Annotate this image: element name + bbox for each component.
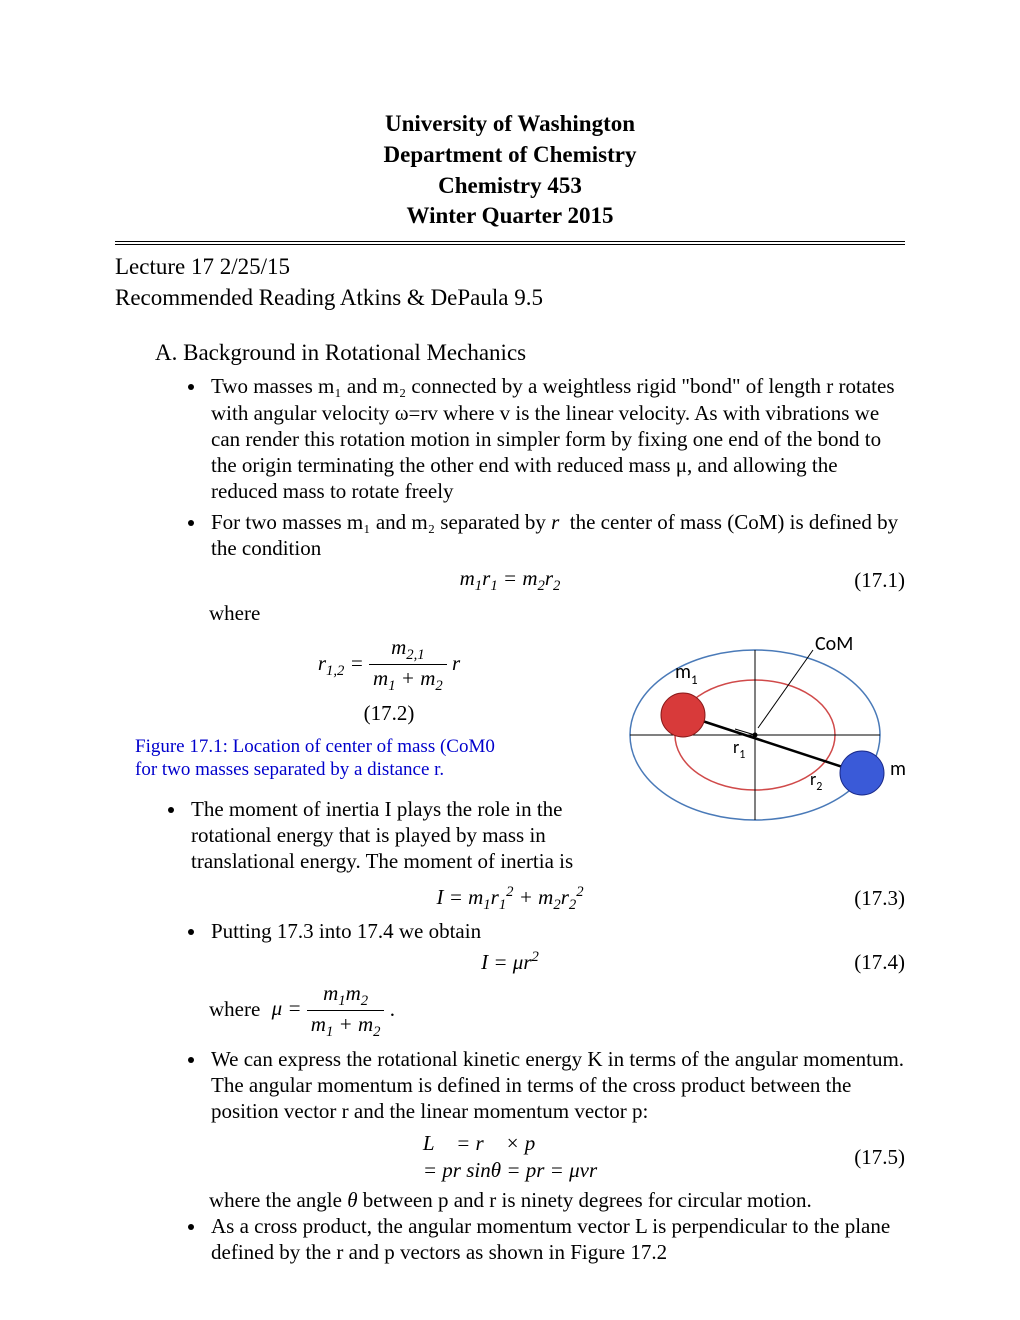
- bullet-1: Two masses m₁ and m₂ connected by a weig…: [207, 373, 905, 504]
- bullet-3: The moment of inertia I plays the role i…: [187, 796, 603, 875]
- bullet-5: We can express the rotational kinetic en…: [207, 1046, 905, 1125]
- eq-num-3: (17.3): [854, 885, 905, 911]
- equation-17-3: I = m1r12 + m2r22 (17.3): [115, 883, 905, 915]
- two-column-region: r1,2 = m2,1 m1 + m2 r (17.2) Figure 17.1…: [115, 630, 905, 879]
- bullet-list-4: Putting 17.3 into 17.4 we obtain: [183, 918, 905, 944]
- svg-text:m2: m2: [890, 757, 905, 785]
- left-column: r1,2 = m2,1 m1 + m2 r (17.2) Figure 17.1…: [115, 630, 603, 879]
- bullet-list-mid: The moment of inertia I plays the role i…: [163, 796, 603, 875]
- header-line-3: Chemistry 453: [115, 172, 905, 201]
- eq-num-1: (17.1): [854, 567, 905, 593]
- document-header: University of Washington Department of C…: [115, 110, 905, 231]
- eq-num-5: (17.5): [854, 1144, 905, 1170]
- diagram-column: CoM m1 m2 r1 r2: [615, 620, 905, 850]
- eq-num-4: (17.4): [854, 949, 905, 975]
- svg-text:m1: m1: [675, 660, 698, 688]
- reading-line: Recommended Reading Atkins & DePaula 9.5: [115, 284, 905, 313]
- bullet-2: For two masses m₁ and m₂ separated by r …: [207, 509, 905, 562]
- bullet-7: As a cross product, the angular momentum…: [207, 1213, 905, 1266]
- bullet-list-5: We can express the rotational kinetic en…: [183, 1046, 905, 1125]
- header-line-2: Department of Chemistry: [115, 141, 905, 170]
- eq-num-2: (17.2): [175, 700, 603, 726]
- header-rule-1: [115, 241, 905, 242]
- equation-17-2: r1,2 = m2,1 m1 + m2 r: [115, 634, 603, 696]
- header-line-1: University of Washington: [115, 110, 905, 139]
- where-mu: where μ = m1m2 m1 + m2 .: [209, 980, 905, 1042]
- header-rule-2: [115, 244, 905, 245]
- bullet-4: Putting 17.3 into 17.4 we obtain: [207, 918, 905, 944]
- figure-caption: Figure 17.1: Location of center of mass …: [135, 736, 515, 782]
- svg-text:CoM: CoM: [815, 632, 853, 656]
- header-line-4: Winter Quarter 2015: [115, 202, 905, 231]
- where-theta: where the angle θ between p and r is nin…: [209, 1187, 905, 1213]
- com-diagram: CoM m1 m2 r1 r2: [615, 620, 905, 850]
- bullet-list-7: As a cross product, the angular momentum…: [183, 1213, 905, 1266]
- svg-text:r2: r2: [810, 768, 822, 794]
- equation-17-1: m1r1 = m2r2 (17.1): [115, 565, 905, 596]
- equation-17-5: L⃗ = r⃗ × p⃗ = pr sinθ = pr = μvr (17.5): [115, 1130, 905, 1183]
- section-a-title: A. Background in Rotational Mechanics: [155, 339, 905, 368]
- svg-text:r1: r1: [733, 736, 745, 762]
- bullet-list-top: Two masses m₁ and m₂ connected by a weig…: [183, 373, 905, 561]
- lecture-line: Lecture 17 2/25/15: [115, 253, 905, 282]
- equation-17-4: I = μr2 (17.4): [115, 948, 905, 975]
